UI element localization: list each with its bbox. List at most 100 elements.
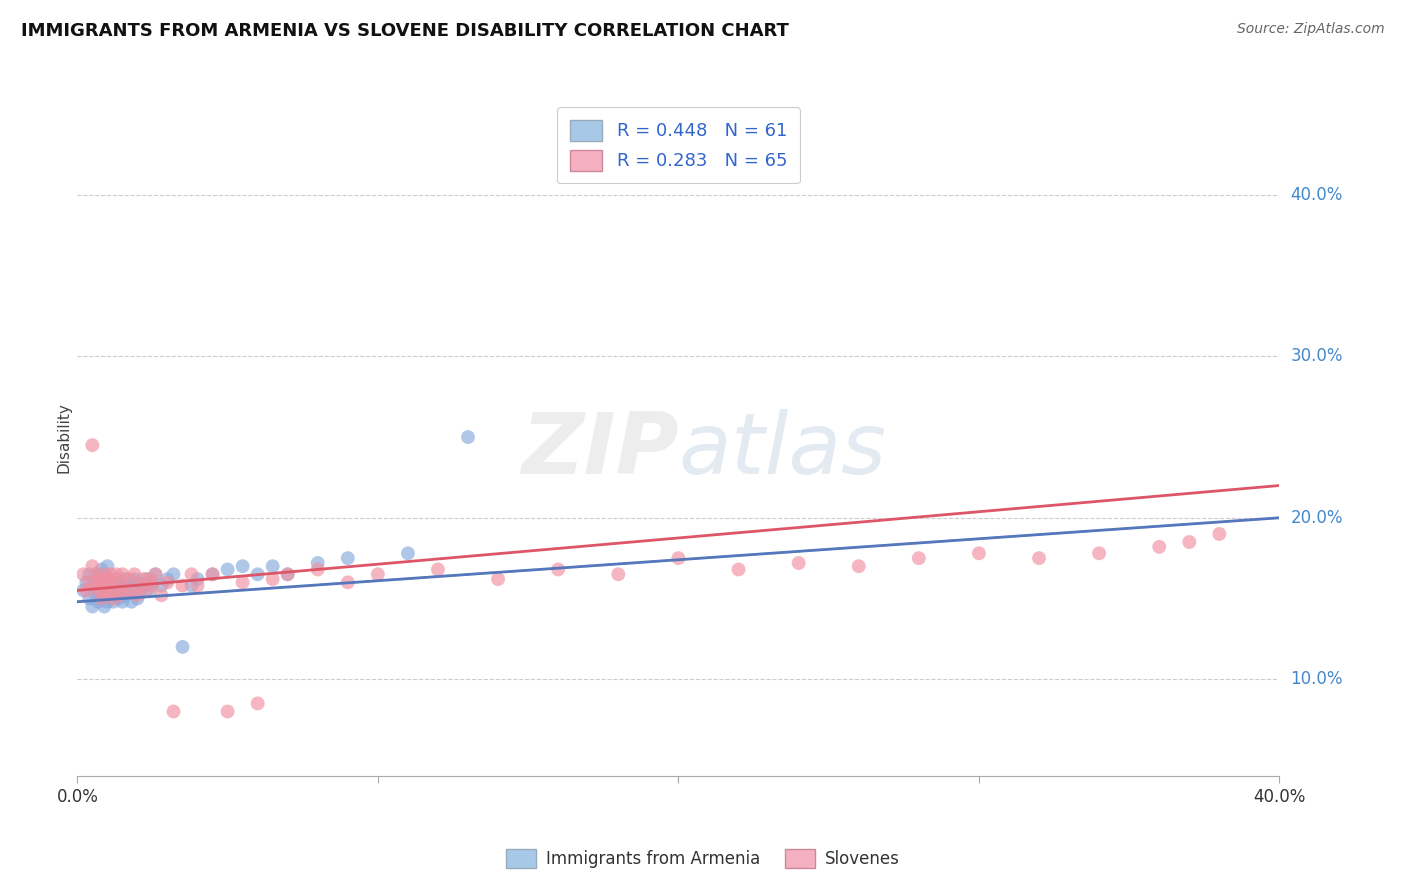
Point [82,438,104,452]
Point [127,575,149,590]
Point [908,551,931,566]
Point [150,578,173,592]
Point [232,559,254,574]
Point [486,572,509,586]
Point [96,559,118,574]
Point [262,559,284,574]
Point [201,567,224,582]
Legend: R = 0.448   N = 61, R = 0.283   N = 65: R = 0.448 N = 61, R = 0.283 N = 65 [557,107,800,183]
Text: ZIP: ZIP [520,409,679,492]
Point [156,572,179,586]
Point [117,583,139,598]
Text: 10.0%: 10.0% [1291,670,1343,689]
Point [427,562,450,576]
Point [108,591,131,606]
Point [105,572,128,586]
Point [1028,551,1050,566]
Point [607,567,630,582]
Text: atlas: atlas [679,409,886,492]
Legend: Immigrants from Armenia, Slovenes: Immigrants from Armenia, Slovenes [499,842,907,875]
Point [457,430,479,444]
Point [87,583,110,598]
Point [127,591,149,606]
Point [336,575,359,590]
Point [180,567,202,582]
Point [75,575,97,590]
Point [90,575,112,590]
Point [217,705,239,719]
Point [307,556,329,570]
Point [90,591,112,606]
Point [141,578,163,592]
Point [90,562,112,576]
Point [105,583,128,598]
Point [82,578,104,592]
Point [186,578,209,592]
Point [668,551,690,566]
Point [1178,535,1201,549]
Point [114,588,136,602]
Point [93,599,115,614]
Point [124,572,146,586]
Point [96,572,118,586]
Point [132,578,155,592]
Y-axis label: Disability: Disability [56,401,72,473]
Point [1149,540,1171,554]
Point [186,572,209,586]
Point [100,575,122,590]
Point [79,591,101,606]
Point [217,562,239,576]
Point [201,567,224,582]
Point [82,599,104,614]
Point [93,583,115,598]
Point [84,572,107,586]
Point [150,588,173,602]
Point [114,572,136,586]
Point [232,575,254,590]
Point [96,572,118,586]
Point [848,559,870,574]
Point [100,591,122,606]
Point [277,567,299,582]
Point [132,572,155,586]
Point [84,588,107,602]
Point [135,583,157,598]
Point [120,578,142,592]
Point [90,591,112,606]
Point [79,575,101,590]
Point [87,595,110,609]
Point [100,578,122,592]
Point [180,578,202,592]
Point [72,567,94,582]
Point [87,572,110,586]
Point [82,559,104,574]
Point [96,583,118,598]
Point [262,572,284,586]
Point [93,572,115,586]
Point [120,583,142,598]
Point [145,567,167,582]
Point [1208,527,1230,541]
Point [367,567,389,582]
Point [1088,546,1111,560]
Point [129,578,152,592]
Point [138,572,160,586]
Point [135,572,157,586]
Point [103,595,125,609]
Point [103,578,125,592]
Point [84,578,107,592]
Point [120,595,142,609]
Point [162,705,184,719]
Text: Source: ZipAtlas.com: Source: ZipAtlas.com [1237,22,1385,37]
Point [79,567,101,582]
Point [967,546,990,560]
Point [547,562,569,576]
Point [127,588,149,602]
Point [96,595,118,609]
Point [84,567,107,582]
Point [103,591,125,606]
Point [111,578,134,592]
Point [87,583,110,598]
Point [172,640,194,654]
Point [727,562,749,576]
